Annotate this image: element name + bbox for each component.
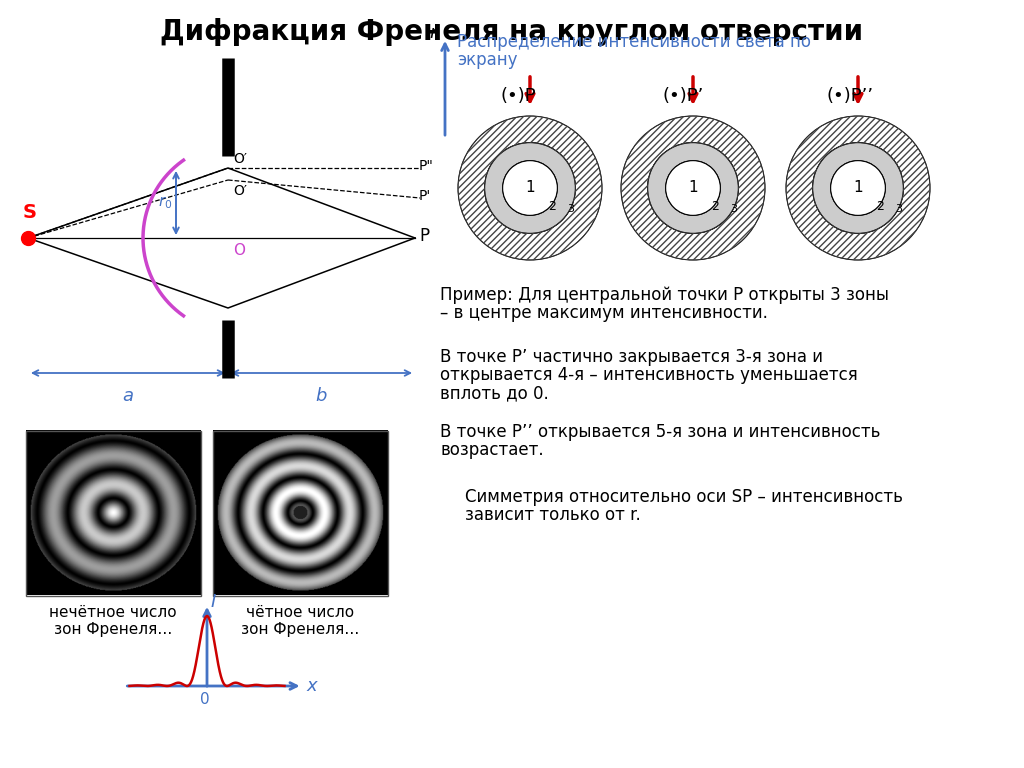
- Text: 1: 1: [853, 180, 863, 196]
- Text: 2: 2: [548, 200, 556, 213]
- Text: открывается 4-я – интенсивность уменьшается: открывается 4-я – интенсивность уменьшае…: [440, 366, 858, 384]
- Text: x: x: [306, 677, 317, 695]
- Text: 2: 2: [876, 200, 884, 213]
- Text: экрану: экрану: [457, 51, 517, 69]
- Bar: [26, 431, 201, 595]
- Text: вплоть до 0.: вплоть до 0.: [440, 384, 549, 402]
- Text: b: b: [315, 387, 328, 405]
- Text: P": P": [419, 159, 434, 173]
- Text: 1: 1: [688, 180, 697, 196]
- Text: O′: O′: [233, 184, 247, 198]
- Text: I: I: [211, 593, 216, 611]
- Wedge shape: [813, 143, 903, 233]
- Text: (•)P’: (•)P’: [662, 87, 703, 105]
- Text: 3: 3: [567, 204, 574, 214]
- Text: чётное число
зон Френеля…: чётное число зон Френеля…: [241, 605, 359, 637]
- Text: возрастает.: возрастает.: [440, 441, 544, 459]
- Bar: [213, 431, 387, 595]
- Text: Симметрия относительно оси SP – интенсивность: Симметрия относительно оси SP – интенсив…: [465, 488, 903, 506]
- Text: Дифракция Френеля на круглом отверстии: Дифракция Френеля на круглом отверстии: [161, 18, 863, 46]
- Text: P: P: [419, 227, 429, 245]
- Text: O′: O′: [233, 152, 247, 166]
- Text: 3: 3: [896, 204, 902, 214]
- Text: В точке P’ частично закрывается 3-я зона и: В точке P’ частично закрывается 3-я зона…: [440, 348, 823, 366]
- Text: В точке P’’ открывается 5-я зона и интенсивность: В точке P’’ открывается 5-я зона и интен…: [440, 423, 881, 441]
- Text: (•)P’’: (•)P’’: [826, 87, 873, 105]
- Text: Пример: Для центральной точки P открыты 3 зоны: Пример: Для центральной точки P открыты …: [440, 286, 889, 304]
- Text: P': P': [419, 189, 431, 203]
- Text: 1: 1: [525, 180, 535, 196]
- Text: нечётное число
зон Френеля…: нечётное число зон Френеля…: [49, 605, 177, 637]
- Text: a: a: [123, 387, 133, 405]
- Text: Распределение интенсивности света по: Распределение интенсивности света по: [457, 33, 811, 51]
- Text: 2: 2: [711, 200, 719, 213]
- Wedge shape: [458, 116, 602, 260]
- Circle shape: [666, 161, 720, 215]
- Text: (•)P: (•)P: [500, 87, 536, 105]
- Text: зависит только от r.: зависит только от r.: [465, 506, 641, 524]
- Text: r: r: [430, 24, 437, 42]
- Circle shape: [830, 161, 886, 215]
- Text: $r_0$: $r_0$: [158, 194, 172, 211]
- Wedge shape: [484, 143, 575, 233]
- Text: – в центре максимум интенсивности.: – в центре максимум интенсивности.: [440, 304, 768, 322]
- Text: 3: 3: [730, 204, 737, 214]
- Wedge shape: [647, 143, 738, 233]
- Circle shape: [503, 161, 557, 215]
- Wedge shape: [786, 116, 930, 260]
- Wedge shape: [621, 116, 765, 260]
- Text: O: O: [233, 243, 245, 258]
- Text: 0: 0: [200, 693, 210, 707]
- Text: S: S: [23, 203, 37, 222]
